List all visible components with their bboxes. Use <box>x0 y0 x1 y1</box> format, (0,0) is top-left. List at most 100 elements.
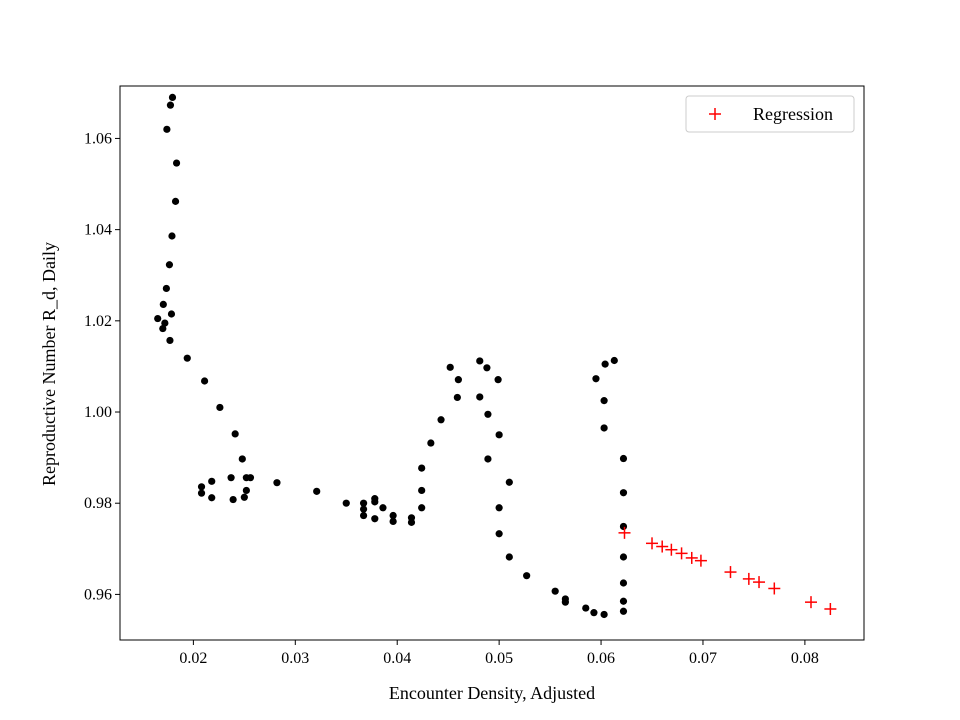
data-point <box>166 336 174 345</box>
data-point <box>407 518 416 526</box>
data-point <box>454 376 462 384</box>
data-point <box>167 310 176 318</box>
data-point <box>197 483 206 491</box>
data-point <box>389 511 397 520</box>
data-point <box>208 494 216 502</box>
data-point <box>172 159 181 167</box>
data-point <box>484 410 492 418</box>
data-point <box>166 101 175 109</box>
data-point <box>601 360 609 368</box>
data-point <box>619 489 628 497</box>
data-point <box>551 587 559 595</box>
data-point <box>379 504 387 512</box>
data-point <box>561 598 569 606</box>
data-point <box>208 477 216 485</box>
legend: Regression <box>685 95 855 133</box>
legend-label-regression: Regression <box>753 104 833 124</box>
y-tick-label: 1.06 <box>84 130 112 147</box>
data-point <box>494 376 502 384</box>
data-point <box>453 393 461 402</box>
data-point <box>523 572 531 580</box>
data-point <box>200 377 209 385</box>
regression-point <box>805 596 818 609</box>
data-point <box>371 515 379 523</box>
regression-point <box>685 551 698 564</box>
data-point <box>437 416 445 424</box>
data-point <box>600 610 608 619</box>
legend-box <box>685 95 855 133</box>
data-point <box>159 300 167 309</box>
data-point <box>162 284 170 293</box>
regression-point <box>675 547 688 560</box>
data-point <box>246 474 255 482</box>
data-point <box>242 486 250 495</box>
regression-point <box>618 526 631 539</box>
data-point <box>197 489 206 497</box>
data-point <box>505 478 513 486</box>
data-point <box>495 530 503 538</box>
data-points <box>154 93 837 619</box>
data-point <box>619 607 628 615</box>
data-point <box>619 454 628 463</box>
data-point <box>159 324 167 333</box>
y-tick-label: 1.02 <box>84 313 112 330</box>
data-point <box>168 232 176 240</box>
legend-marker-plus <box>709 108 721 120</box>
data-point <box>495 504 503 512</box>
data-point <box>483 364 491 372</box>
data-point <box>227 474 235 482</box>
data-point <box>273 479 281 487</box>
regression-point <box>742 572 755 585</box>
data-point <box>168 93 177 101</box>
data-point <box>446 363 454 371</box>
data-point <box>592 375 600 383</box>
regression-point <box>753 576 766 589</box>
data-point <box>484 455 492 463</box>
data-point <box>495 431 503 439</box>
data-point <box>418 464 426 472</box>
data-point <box>476 393 484 401</box>
data-point <box>418 504 426 512</box>
data-point <box>505 553 513 561</box>
data-point <box>600 424 608 432</box>
data-point <box>619 522 628 531</box>
data-point <box>610 356 618 365</box>
data-point <box>359 499 368 507</box>
data-point <box>229 495 237 504</box>
data-point <box>342 499 350 507</box>
x-axis-ticks: 0.02 0.03 0.04 0.05 0.06 0.07 0.08 <box>179 640 819 667</box>
y-axis-ticks: 0.96 0.98 1.00 1.02 1.04 1.06 <box>84 130 120 603</box>
data-point <box>359 511 368 520</box>
y-tick-label: 0.98 <box>84 495 112 512</box>
x-tick-label: 0.05 <box>485 650 513 667</box>
x-tick-label: 0.07 <box>689 650 717 667</box>
y-tick-label: 1.00 <box>84 404 112 421</box>
regression-point <box>724 566 737 579</box>
data-point <box>165 261 174 269</box>
data-point <box>389 517 397 526</box>
data-point <box>154 314 162 323</box>
x-tick-label: 0.06 <box>587 650 615 667</box>
regression-point <box>656 540 669 553</box>
data-point <box>582 604 590 612</box>
data-point <box>600 397 608 405</box>
data-point <box>161 319 169 327</box>
regression-point <box>824 602 837 615</box>
data-point <box>313 487 321 495</box>
data-point <box>619 597 628 605</box>
data-point <box>240 493 248 501</box>
regression-point <box>694 554 707 567</box>
x-tick-label: 0.03 <box>281 650 309 667</box>
data-point <box>619 579 628 587</box>
plot-frame <box>119 85 865 641</box>
y-tick-label: 0.96 <box>84 586 112 603</box>
data-point <box>427 439 435 447</box>
data-point <box>163 125 171 133</box>
data-point <box>183 354 191 362</box>
y-tick-label: 1.04 <box>84 222 112 239</box>
data-point <box>238 455 246 463</box>
regression-point <box>665 543 678 556</box>
data-point <box>359 505 368 513</box>
data-point <box>619 553 628 561</box>
